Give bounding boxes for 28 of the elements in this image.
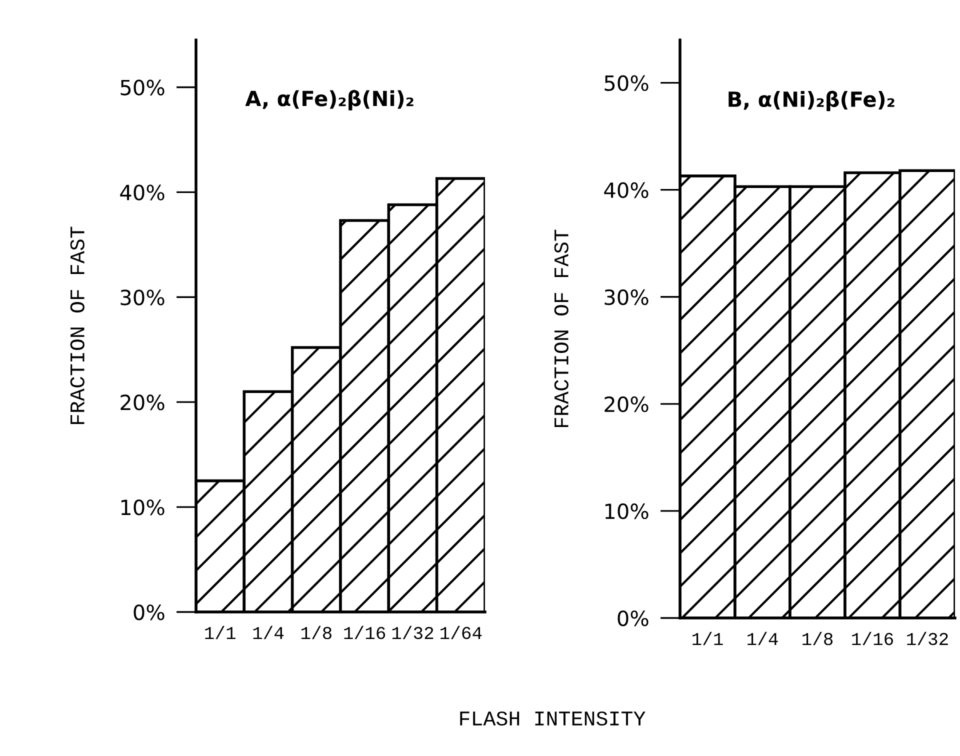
x-tick-label: 1/32 [392, 626, 434, 640]
y-tick-label: 20% [120, 394, 164, 410]
y-tick-label: 50% [120, 80, 164, 96]
x-tick-label: 1/1 [205, 626, 236, 640]
y-tick-label: 30% [604, 289, 648, 306]
y-tick-label: 0% [134, 604, 164, 620]
y-tick-label: 10% [605, 503, 648, 520]
y-tick-label: 50% [604, 75, 648, 92]
x-tick-label: 1/32 [907, 632, 948, 646]
y-tick-label: 10% [121, 500, 164, 516]
x-tick-label: 1/16 [344, 626, 386, 640]
y-tick-label: 40% [120, 184, 164, 200]
y-tick-label: 40% [604, 182, 648, 198]
x-tick-label: 1/8 [301, 626, 332, 640]
text: A, α(Fe)₂β(Ni)₂ [245, 90, 414, 110]
x-tick-label: 1/64 [440, 626, 482, 640]
y-tick-label: 30% [120, 290, 164, 306]
y-axis-title: FRACTION OF FAST [70, 226, 84, 424]
x-tick-label: 1/4 [748, 632, 778, 646]
y-tick-label: 20% [604, 396, 648, 412]
y-axis-title: FRACTION OF FAST [554, 230, 568, 428]
y-tick-label: 0% [618, 610, 648, 626]
x-tick-label: 1/16 [852, 632, 893, 646]
text: B, α(Ni)₂β(Fe)₂ [728, 90, 894, 112]
x-tick-label: 1/8 [802, 632, 833, 646]
x-axis-title: FLASH INTENSITY [460, 711, 646, 726]
x-tick-label: 1/4 [253, 626, 284, 640]
x-tick-label: 1/1 [692, 632, 723, 646]
